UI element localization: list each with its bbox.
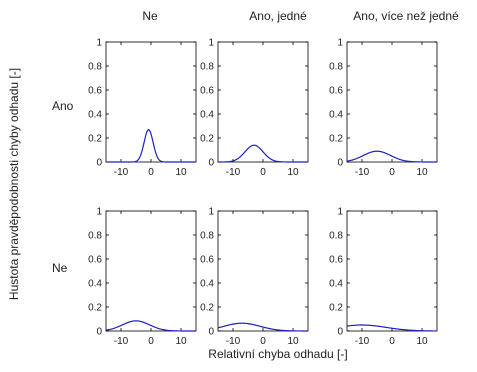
x-tick-label: 0	[148, 336, 154, 347]
y-tick-label: 0	[208, 327, 214, 338]
x-axis-label: Relativní chyba odhadu [-]	[208, 347, 347, 361]
plot-area	[217, 210, 309, 332]
plot-area	[217, 41, 309, 163]
y-tick-label: 0.6	[200, 255, 214, 266]
x-tick-label: -10	[226, 336, 241, 347]
x-tick-label: 10	[416, 336, 428, 347]
density-curve	[346, 150, 437, 163]
x-tick-label: 0	[260, 167, 266, 178]
y-tick-label: 0.6	[200, 86, 214, 97]
y-tick-label: 0.2	[88, 303, 102, 314]
y-axis-label: Hustota pravděpodobnosti chyby odhadu [-…	[7, 68, 21, 300]
density-curve	[217, 322, 308, 332]
column-title-ne: Ne	[142, 9, 158, 23]
y-tick-label: 1	[208, 38, 214, 49]
x-tick-label: 0	[260, 336, 266, 347]
y-tick-label: 0	[96, 327, 102, 338]
y-tick-label: 0.6	[88, 86, 102, 97]
y-tick-label: 0.8	[200, 231, 214, 242]
y-tick-label: 0.4	[88, 279, 102, 290]
y-tick-label: 0.2	[329, 303, 343, 314]
y-tick-label: 1	[96, 38, 102, 49]
y-tick-label: 0.2	[329, 134, 343, 145]
row-label-ano: Ano	[52, 99, 74, 113]
y-tick-label: 0.8	[200, 62, 214, 73]
plot-area	[346, 210, 438, 332]
y-tick-label: 0.2	[200, 303, 214, 314]
x-tick-label: -10	[355, 167, 370, 178]
plot-area	[105, 41, 197, 163]
x-tick-label: -10	[355, 336, 370, 347]
density-curve	[346, 324, 437, 332]
y-tick-label: 0	[208, 158, 214, 169]
y-tick-label: 0.4	[200, 279, 214, 290]
y-tick-label: 0.6	[329, 255, 343, 266]
y-tick-label: 0.4	[88, 110, 102, 121]
panel-1-1: 0 0.2 0.4 0.6 0.8 1 -10 0 10	[200, 207, 309, 347]
panel-0-1: 0 0.2 0.4 0.6 0.8 1 -10 0 10	[200, 38, 309, 178]
x-tick-label: -10	[114, 167, 129, 178]
x-tick-label: 10	[416, 167, 428, 178]
plot-area	[105, 210, 197, 332]
panel-1-0: 0 0.2 0.4 0.6 0.8 1 -10 0 10	[88, 207, 197, 347]
x-tick-label: 10	[175, 167, 187, 178]
panel-1-2: 0 0.2 0.4 0.6 0.8 1 -10 0 10	[329, 207, 438, 347]
y-tick-label: 1	[208, 207, 214, 218]
y-tick-label: 1	[337, 207, 343, 218]
y-tick-label: 0.8	[329, 231, 343, 242]
y-tick-label: 0.4	[200, 110, 214, 121]
y-tick-label: 0	[96, 158, 102, 169]
column-title-ano-jedne: Ano, jedné	[249, 9, 307, 23]
y-tick-label: 0.8	[88, 62, 102, 73]
y-tick-label: 1	[96, 207, 102, 218]
density-curve	[106, 128, 196, 163]
y-tick-label: 0.2	[88, 134, 102, 145]
density-curve	[218, 144, 308, 163]
panel-0-0: 0 0.2 0.4 0.6 0.8 1 -10 0 10	[88, 38, 197, 178]
y-tick-label: 0	[337, 158, 343, 169]
x-tick-label: 10	[287, 167, 299, 178]
panel-0-2: 0 0.2 0.4 0.6 0.8 1 -10 0 10	[329, 38, 438, 178]
y-tick-label: 0	[337, 327, 343, 338]
y-tick-label: 0.4	[329, 110, 343, 121]
y-tick-label: 0.2	[200, 134, 214, 145]
x-tick-label: -10	[226, 167, 241, 178]
y-tick-label: 0.6	[329, 86, 343, 97]
y-tick-label: 0.6	[88, 255, 102, 266]
x-tick-label: 0	[389, 336, 395, 347]
x-tick-label: 0	[389, 167, 395, 178]
plot-area	[346, 41, 438, 163]
column-title-ano-vice: Ano, více než jedné	[353, 9, 459, 23]
y-tick-label: 0.4	[329, 279, 343, 290]
row-label-ne: Ne	[52, 261, 68, 275]
x-tick-label: 0	[148, 167, 154, 178]
density-curve	[105, 320, 196, 332]
y-tick-label: 0.8	[329, 62, 343, 73]
x-tick-label: 10	[287, 336, 299, 347]
y-tick-label: 1	[337, 38, 343, 49]
y-tick-label: 0.8	[88, 231, 102, 242]
x-tick-label: 10	[175, 336, 187, 347]
x-tick-label: -10	[114, 336, 129, 347]
